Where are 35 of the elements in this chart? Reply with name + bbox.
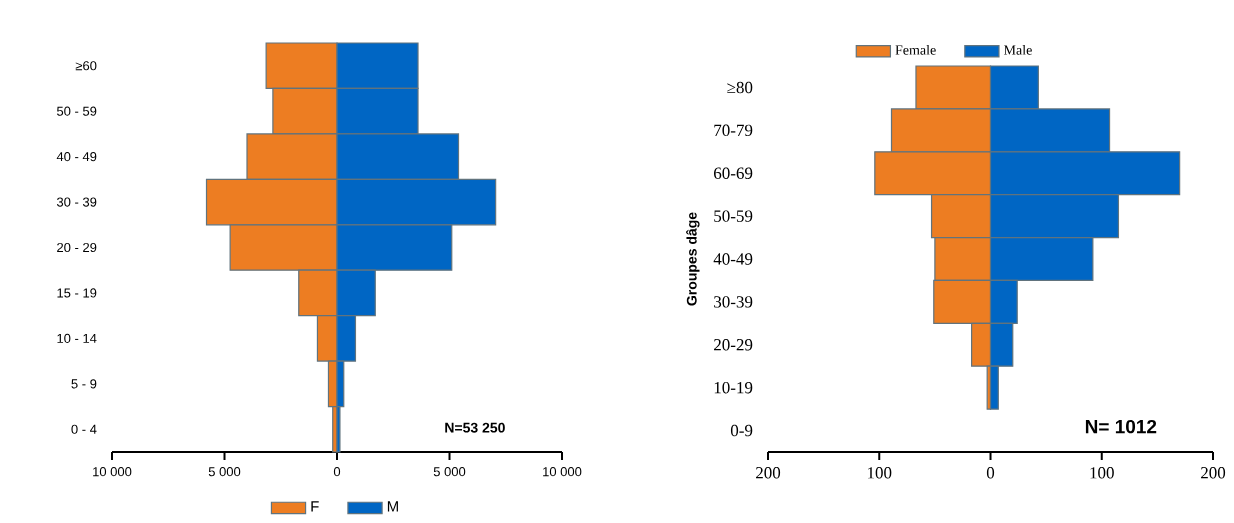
y-tick-label: 20 - 29	[57, 243, 97, 253]
y-tick-label: 10 - 14	[57, 333, 97, 344]
x-tick-label: 5 000	[433, 467, 466, 477]
legend-label: F	[311, 501, 319, 512]
x-tick-label: 100	[868, 467, 892, 479]
y-tick-label: 5 - 9	[71, 379, 97, 389]
x-tick-label: 200	[756, 467, 781, 479]
y-tick-label: 10-19	[714, 382, 753, 394]
x-tick-label: 200	[1201, 467, 1226, 479]
y-tick-label: ≥80	[727, 81, 753, 94]
x-tick-label: 0	[986, 467, 995, 479]
y-axis-title: Groupes dâge	[686, 212, 700, 306]
y-tick-label: 20-29	[714, 339, 753, 351]
y-tick-label: 30 - 39	[56, 197, 97, 207]
x-tick-label: 10 000	[543, 467, 582, 477]
y-tick-label: 70-79	[714, 124, 753, 137]
legend-label: Female	[895, 45, 936, 55]
annotation: N= 1012	[1085, 420, 1157, 434]
legend-label: M	[387, 501, 398, 512]
x-tick-label: 10 000	[93, 467, 132, 477]
x-tick-label: 100	[1090, 467, 1114, 479]
x-tick-label: 5 000	[208, 467, 241, 477]
annotation: N=53 250	[445, 422, 505, 433]
y-tick-label: 50 - 59	[57, 106, 97, 116]
y-tick-label: 30-39	[714, 296, 753, 308]
legend-label: Male	[1003, 45, 1032, 55]
y-tick-label: 15 - 19	[57, 288, 97, 298]
y-tick-label: 50-59	[714, 210, 753, 223]
y-tick-label: 40 - 49	[56, 152, 97, 162]
y-tick-label: 0 - 4	[71, 424, 97, 435]
y-tick-label: 0-9	[730, 425, 753, 437]
x-tick-label: 0	[333, 467, 341, 477]
y-tick-label: 60-69	[714, 167, 753, 180]
y-tick-label: ≥60	[75, 61, 97, 71]
y-tick-label: 40-49	[713, 253, 753, 265]
